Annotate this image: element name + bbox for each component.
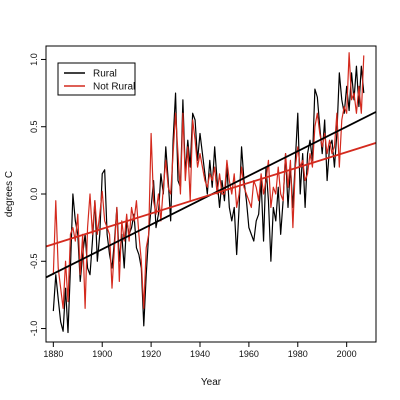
x-tick-label: 1900 bbox=[92, 349, 112, 359]
legend: Rural Not Rural bbox=[57, 62, 136, 96]
legend-box bbox=[57, 62, 136, 96]
x-tick-label: 1980 bbox=[288, 349, 308, 359]
x-axis-label: Year bbox=[201, 377, 222, 388]
y-tick-label: 0.0 bbox=[29, 188, 39, 201]
x-tick-label: 1880 bbox=[43, 349, 63, 359]
plot-area bbox=[46, 52, 376, 334]
y-tick-label: -1.0 bbox=[29, 321, 39, 337]
x-tick-label: 1920 bbox=[141, 349, 161, 359]
legend-label-rural: Rural bbox=[93, 69, 117, 80]
x-tick-label: 1940 bbox=[190, 349, 210, 359]
y-axis: -1.0 -0.5 0.0 0.5 1.0 bbox=[29, 53, 46, 336]
series-line-not-rural bbox=[52, 52, 365, 309]
trend-line-not-rural bbox=[46, 142, 376, 248]
x-tick-label: 2000 bbox=[337, 349, 357, 359]
x-axis: 1880 1900 1920 1940 1960 1980 2000 bbox=[43, 342, 357, 359]
y-tick-label: -0.5 bbox=[29, 254, 39, 270]
y-tick-label: 0.5 bbox=[29, 120, 39, 133]
y-tick-label: 1.0 bbox=[29, 53, 39, 66]
x-tick-label: 1960 bbox=[239, 349, 259, 359]
series-line-rural bbox=[52, 65, 365, 334]
legend-label-not-rural: Not Rural bbox=[93, 82, 135, 93]
y-axis-label: degrees C bbox=[4, 171, 15, 217]
